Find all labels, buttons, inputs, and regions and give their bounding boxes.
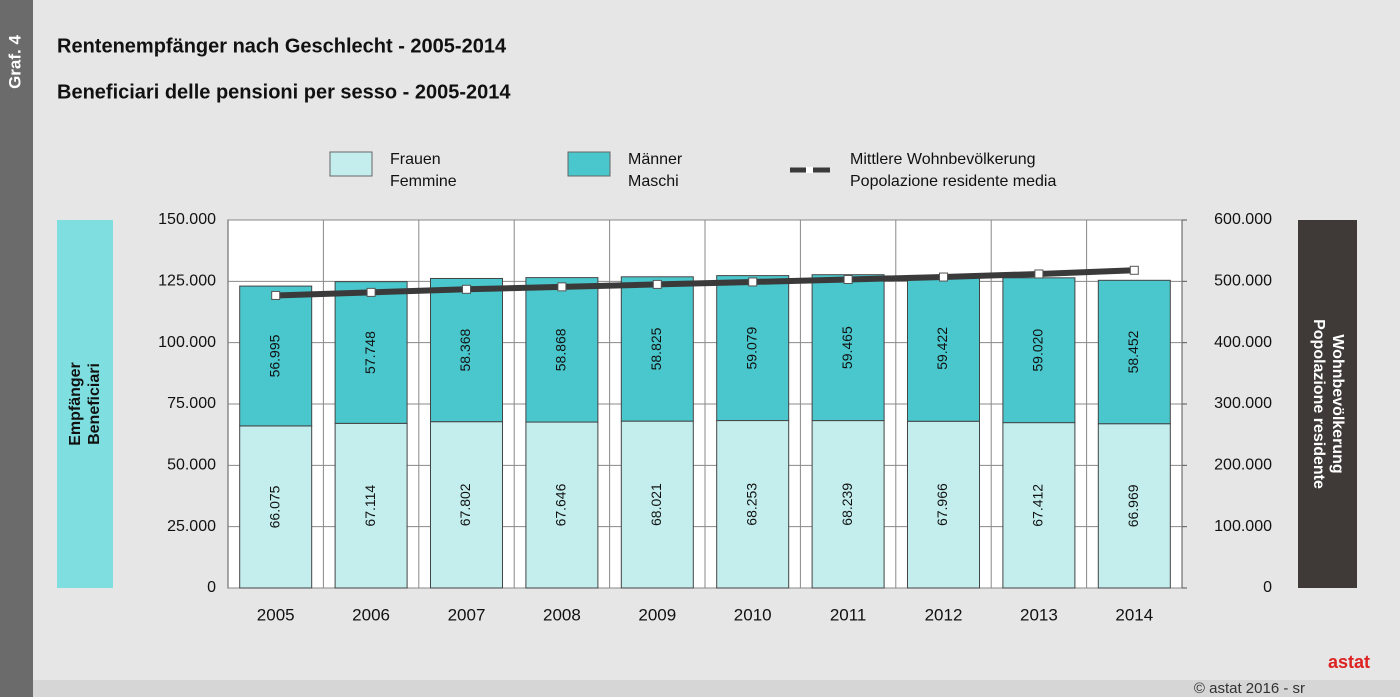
- y2-tick-label: 400.000: [1214, 334, 1272, 351]
- line: [275, 267, 1135, 299]
- chart-subtitle: Beneficiari delle pensioni per sesso - 2…: [57, 81, 511, 103]
- data-label: 59.079: [743, 326, 759, 369]
- x-tick-label: 2010: [734, 605, 772, 624]
- bar-segment: [1002, 422, 1076, 589]
- data-label: 58.825: [648, 327, 664, 370]
- bar-segment: [525, 421, 599, 589]
- legend-swatch: [329, 151, 373, 177]
- data-label: 66.969: [1125, 484, 1141, 527]
- data-label: 58.868: [553, 328, 569, 371]
- line-marker: [843, 274, 853, 284]
- data-label: 56.995: [266, 334, 282, 377]
- x-tick-label: 2007: [448, 605, 486, 624]
- y-tick-label: 125.000: [158, 273, 216, 290]
- bar-segment: [907, 420, 980, 589]
- y-tick-label: 25.000: [167, 518, 216, 535]
- data-label: 59.422: [934, 327, 950, 370]
- line-marker: [271, 290, 281, 300]
- y-axis-label: Empfänger: [67, 362, 84, 446]
- y-axis-label: Beneficiari: [86, 363, 103, 445]
- legend-swatch-marker: [806, 167, 813, 173]
- logo: astat: [1328, 652, 1370, 672]
- y-axis-label-box: [57, 220, 113, 588]
- y-tick-label: 150.000: [158, 211, 216, 228]
- y2-tick-label: 500.000: [1214, 273, 1272, 290]
- data-label: 59.465: [839, 326, 855, 369]
- y2-axis-label: Popolazione residente: [1310, 319, 1327, 489]
- data-label: 57.748: [362, 331, 378, 374]
- line-marker: [1129, 265, 1139, 275]
- data-label: 58.452: [1125, 330, 1141, 373]
- y2-tick-label: 600.000: [1214, 211, 1272, 228]
- line-marker: [748, 277, 758, 287]
- legend-swatch: [567, 151, 611, 177]
- y2-tick-label: 200.000: [1214, 457, 1272, 474]
- data-label: 58.368: [457, 328, 473, 371]
- x-tick-label: 2014: [1115, 605, 1153, 624]
- chart-title: Rentenempfänger nach Geschlecht - 2005-2…: [57, 35, 507, 57]
- data-label: 68.253: [743, 483, 759, 526]
- footer: © astat 2016 - sr: [1194, 680, 1305, 697]
- x-tick-label: 2008: [543, 605, 581, 624]
- x-tick-label: 2011: [830, 605, 867, 624]
- bar-segment: [1097, 423, 1171, 589]
- y2-tick-label: 0: [1263, 579, 1272, 596]
- y2-tick-label: 100.000: [1214, 518, 1272, 535]
- legend-label: Mittlere Wohnbevölkerung: [850, 151, 1036, 168]
- data-label: 67.966: [934, 483, 950, 526]
- line-marker: [557, 282, 567, 292]
- y2-axis-label-box: [1298, 220, 1357, 588]
- bar-segment: [430, 277, 503, 423]
- y-tick-label: 100.000: [158, 334, 216, 351]
- side-label: Graf. 4: [5, 35, 24, 89]
- bar-segment: [1002, 277, 1076, 424]
- data-label: 67.412: [1030, 484, 1046, 527]
- legend-label: Frauen: [390, 151, 441, 168]
- data-label: 67.802: [457, 483, 473, 526]
- bar-segment: [811, 420, 885, 589]
- side-strip: [0, 0, 33, 697]
- data-label: 66.075: [266, 485, 282, 528]
- bar-segment: [525, 277, 599, 423]
- data-label: 67.646: [553, 483, 569, 526]
- data-label: 67.114: [362, 485, 378, 527]
- bar-segment: [334, 422, 408, 589]
- bar-segment: [811, 274, 885, 422]
- bar-segment: [620, 276, 694, 422]
- bar-segment: [907, 274, 980, 422]
- bar-segment: [620, 420, 694, 589]
- bar-segment: [1097, 279, 1171, 425]
- legend-label: Maschi: [628, 173, 679, 190]
- bar-segment: [239, 285, 313, 427]
- y2-axis-label: Wohnbevölkerung: [1329, 334, 1346, 473]
- data-label: 59.020: [1030, 329, 1046, 372]
- y2-tick-label: 300.000: [1214, 395, 1272, 412]
- bar-segment: [334, 281, 408, 424]
- bar-segment: [716, 420, 790, 589]
- legend-label: Männer: [628, 151, 683, 168]
- y-tick-label: 75.000: [167, 395, 216, 412]
- legend-label: Popolazione residente media: [850, 173, 1056, 190]
- data-label: 68.239: [839, 483, 855, 526]
- x-tick-label: 2009: [638, 605, 676, 624]
- line-marker: [652, 279, 662, 289]
- x-tick-label: 2013: [1020, 605, 1058, 624]
- y-tick-label: 50.000: [167, 457, 216, 474]
- bar-segment: [716, 275, 790, 422]
- y-tick-label: 0: [207, 579, 216, 596]
- line-marker: [939, 272, 948, 282]
- line-marker: [462, 284, 471, 294]
- x-tick-label: 2005: [257, 605, 295, 624]
- footer-strip: [33, 680, 1400, 697]
- legend-label: Femmine: [390, 173, 457, 190]
- x-tick-label: 2006: [352, 605, 390, 624]
- line-marker: [1034, 269, 1044, 279]
- data-label: 68.021: [648, 483, 664, 526]
- x-tick-label: 2012: [925, 605, 963, 624]
- line-marker: [366, 287, 376, 297]
